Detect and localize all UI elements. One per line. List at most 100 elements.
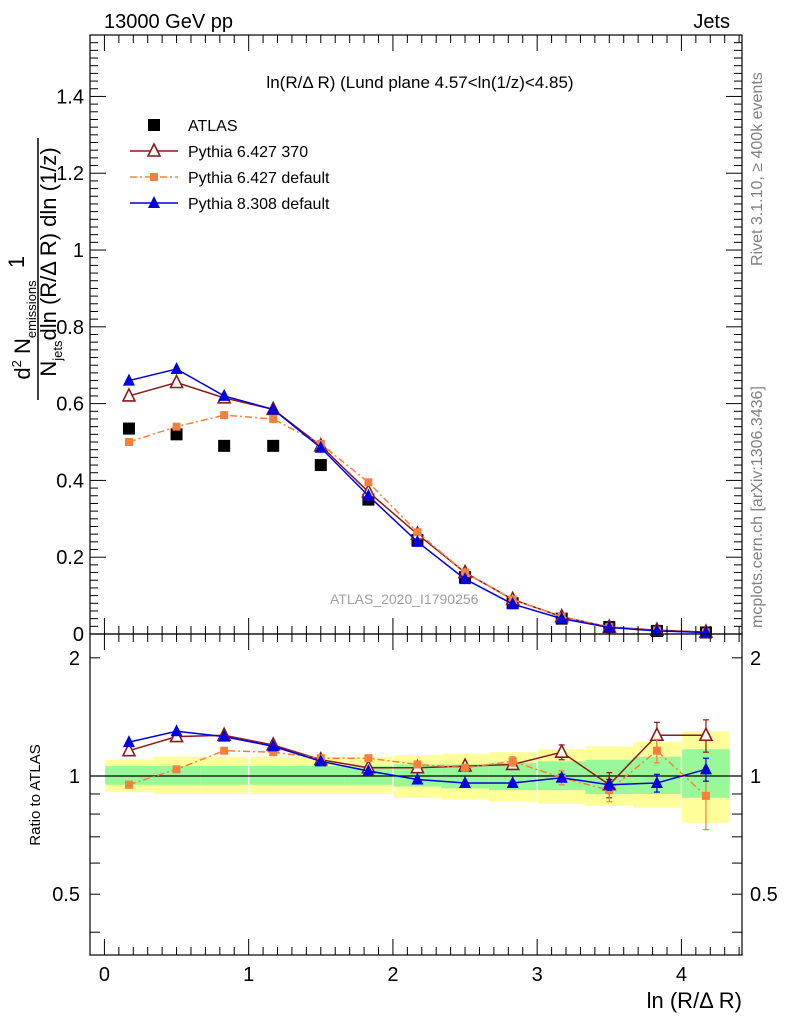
y-label-den-rest: dln (R/Δ R) dln (1/z) xyxy=(36,147,61,340)
y-tick-label: 1.2 xyxy=(56,163,84,185)
x-tick-label: 2 xyxy=(387,964,398,986)
analysis-watermark: ATLAS_2020_I1790256 xyxy=(330,591,479,607)
ratio-point xyxy=(701,791,710,800)
y-tick-label: 0.8 xyxy=(56,317,84,339)
data-point xyxy=(170,428,183,441)
y-label-den-N: N xyxy=(36,361,61,377)
ratio-point xyxy=(267,739,280,752)
ratio-y-tick-label-right: 1 xyxy=(750,766,761,788)
series-point xyxy=(650,623,663,636)
ratio-point xyxy=(413,760,422,769)
rivet-label: Rivet 3.1.10, ≥ 400k events xyxy=(749,72,766,266)
x-tick-label: 3 xyxy=(532,964,543,986)
ratio-point xyxy=(362,763,375,776)
ratio-point xyxy=(459,775,472,788)
svg-text:d2 Nemissions: d2 Nemissions xyxy=(9,280,39,380)
y-tick-label: 0.2 xyxy=(56,547,84,569)
ratio-y-label: Ratio to ATLAS xyxy=(27,744,44,845)
legend-label: Pythia 8.308 default xyxy=(188,196,330,213)
y-label-d: d xyxy=(10,367,35,379)
ratio-point xyxy=(603,777,616,790)
y-label-N: N xyxy=(10,338,35,354)
ratio-plot xyxy=(90,719,742,831)
ratio-point xyxy=(461,763,470,772)
ratio-point xyxy=(699,762,712,775)
series-point xyxy=(122,373,135,386)
ratio-point xyxy=(698,726,714,742)
ratio-point xyxy=(170,724,183,737)
ratio-point xyxy=(652,746,661,755)
series-point xyxy=(267,402,280,415)
ratio-y-tick-label-right: 2 xyxy=(750,648,761,670)
ratio-point xyxy=(314,754,327,767)
ratio-point xyxy=(218,729,231,742)
data-point xyxy=(122,422,135,435)
ratio-point xyxy=(220,746,229,755)
chart-title: ln(R/Δ R) (Lund plane 4.57<ln(1/z)<4.85) xyxy=(266,73,573,92)
main-y-label: 1 d2 Nemissions Njetsdln (R/Δ R) dln (1/… xyxy=(4,138,65,400)
ratio-y-tick-label: 1 xyxy=(69,766,80,788)
ratio-point xyxy=(121,741,137,757)
data-point xyxy=(314,459,327,472)
axes: 0 1 2 3 4 0 0.2 0.4 0.6 0.8 1 1.2 1.4 0.5 0.5 1 1 2 2 xyxy=(52,34,778,986)
y-tick-label: 0.4 xyxy=(56,470,84,492)
ratio-point xyxy=(555,770,568,783)
ratio-point xyxy=(649,726,665,742)
ratio-point xyxy=(650,775,663,788)
data-point xyxy=(218,439,231,452)
legend: ATLAS Pythia 6.427 370 Pythia 6.427 defaul… xyxy=(130,118,330,213)
ratio-point xyxy=(172,765,181,774)
series-point xyxy=(506,597,519,610)
ratio-y-tick-label: 2 xyxy=(69,648,80,670)
header-left: 13000 GeV pp xyxy=(104,11,233,33)
ratio-point xyxy=(506,775,519,788)
y-tick-label: 1.4 xyxy=(56,86,84,108)
y-label-sub-jets: jets xyxy=(50,340,65,362)
ratio-point xyxy=(411,772,424,785)
mcplots-label: mcplots.cern.ch [arXiv:1306.3436] xyxy=(749,386,766,628)
series-point xyxy=(169,373,184,389)
legend-marker xyxy=(148,196,160,208)
series-point xyxy=(124,438,133,447)
x-tick-label: 0 xyxy=(99,964,110,986)
ratio-point xyxy=(269,748,278,757)
y-tick-label: 0 xyxy=(73,624,84,646)
y-tick-label: 0.6 xyxy=(56,394,84,416)
ratio-y-tick-label-right: 0.5 xyxy=(750,884,778,906)
series-point xyxy=(170,362,183,375)
series-point xyxy=(314,440,327,453)
legend-marker xyxy=(150,173,158,181)
series-point xyxy=(555,611,568,624)
series-point xyxy=(121,387,137,402)
x-tick-label: 4 xyxy=(676,964,687,986)
header-right: Jets xyxy=(693,11,730,33)
x-axis-label: ln (R/Δ R) xyxy=(647,988,742,1013)
ratio-frame xyxy=(89,633,743,956)
ratio-point xyxy=(124,780,133,789)
ratio-point xyxy=(364,754,373,763)
ratio-point xyxy=(554,743,569,758)
series-point xyxy=(218,388,231,401)
legend-marker xyxy=(146,142,162,157)
series-point xyxy=(364,478,373,487)
svg-text:Njetsdln (R/Δ R) dln (1/z): Njetsdln (R/Δ R) dln (1/z) xyxy=(36,147,65,376)
y-label-numerator: 1 xyxy=(4,256,29,268)
y-tick-label: 1 xyxy=(73,240,84,262)
y-label-sub-emissions: emissions xyxy=(24,280,39,338)
series-point xyxy=(269,414,278,423)
legend-label: Pythia 6.427 default xyxy=(188,170,330,187)
legend-label: ATLAS xyxy=(188,118,238,135)
ratio-point xyxy=(122,735,135,748)
legend-label: Pythia 6.427 370 xyxy=(188,144,308,161)
data-point xyxy=(267,439,280,452)
x-tick-label: 1 xyxy=(243,964,254,986)
ratio-y-tick-label: 0.5 xyxy=(52,884,80,906)
y-label-exp: 2 xyxy=(9,360,24,367)
series-point xyxy=(411,534,424,547)
series-point xyxy=(172,422,181,431)
series-point xyxy=(459,572,472,585)
series-point xyxy=(220,411,229,420)
ratio-point xyxy=(508,757,517,766)
series-point xyxy=(413,528,422,537)
